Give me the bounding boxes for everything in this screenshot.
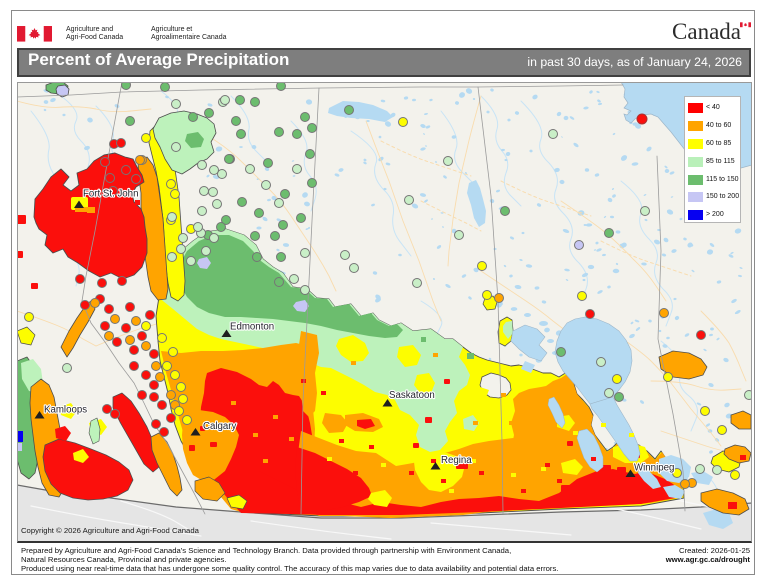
svg-text:Calgary: Calgary [203,421,237,432]
svg-text:Regina: Regina [441,455,472,466]
svg-text:Edmonton: Edmonton [230,321,274,332]
svg-text:Saskatoon: Saskatoon [389,390,435,401]
svg-text:Kamloops: Kamloops [44,404,87,415]
svg-text:Fort St. John: Fort St. John [83,188,138,199]
svg-text:Winnipeg: Winnipeg [634,462,674,473]
svg-text:Copyright © 2026 Agriculture a: Copyright © 2026 Agriculture and Agri-Fo… [21,526,200,535]
